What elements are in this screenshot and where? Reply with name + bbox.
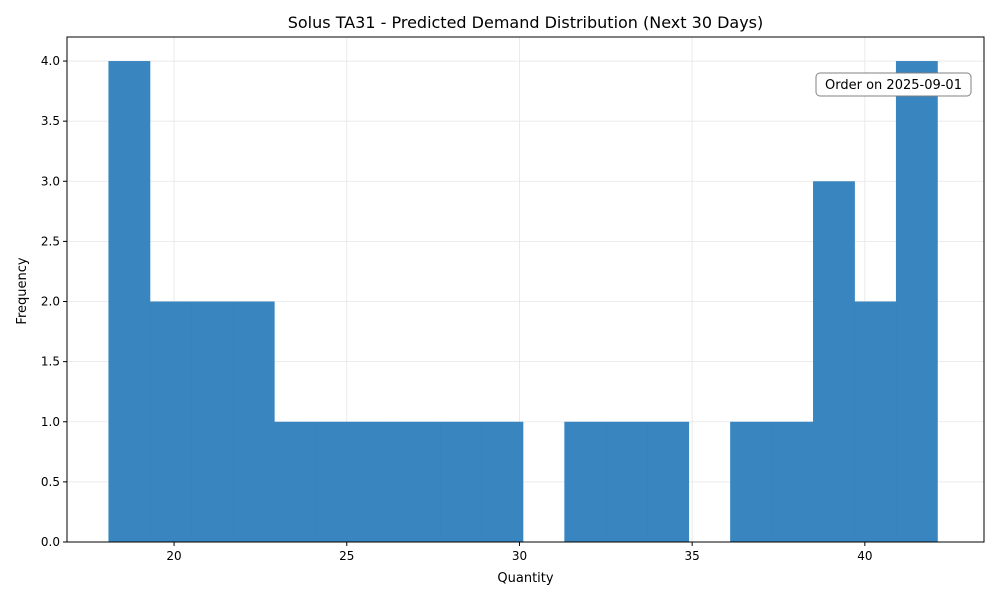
histogram-bar-4 (274, 421, 317, 542)
histogram-bar-16 (771, 421, 814, 542)
histogram-bar-6 (357, 421, 399, 542)
histogram-bar-7 (398, 421, 441, 542)
order-date-annotation: Order on 2025-09-01 (815, 72, 972, 97)
x-axis-ticks: 20 25 30 35 40 (166, 542, 872, 563)
histogram-bar-19 (895, 61, 938, 543)
x-tick-label: 35 (685, 549, 700, 563)
y-tick-label: 4.0 (41, 54, 60, 68)
histogram-bar-5 (315, 421, 358, 542)
y-tick-label: 0.0 (41, 535, 60, 549)
histogram-bar-0 (108, 61, 151, 543)
histogram-bar-1 (149, 301, 192, 542)
y-tick-label: 0.5 (41, 475, 60, 489)
y-axis-ticks: 0.0 0.5 1.0 1.5 2.0 2.5 3.0 3.5 4.0 (41, 54, 67, 549)
chart-title: Solus TA31 - Predicted Demand Distributi… (288, 13, 764, 32)
plot-frame (66, 36, 985, 543)
histogram-bar-3 (232, 301, 275, 542)
histogram-bar-15 (730, 421, 772, 542)
x-tick-label: 40 (857, 549, 872, 563)
histogram-bars (108, 61, 938, 543)
histogram-bar-2 (191, 301, 234, 542)
y-tick-label: 2.5 (41, 234, 60, 248)
axes (66, 36, 985, 543)
histogram-bar-13 (647, 421, 690, 542)
annotation-box (815, 72, 972, 97)
histogram-bar-17 (813, 181, 855, 543)
y-axis-label: Frequency (15, 257, 30, 324)
histogram-bar-9 (481, 421, 524, 542)
histogram-bar-8 (440, 421, 482, 542)
histogram-bar-12 (605, 421, 648, 542)
y-tick-label: 1.5 (41, 355, 60, 369)
y-tick-label: 2.0 (41, 295, 60, 309)
x-tick-label: 20 (166, 549, 181, 563)
x-axis-label: Quantity (497, 571, 553, 586)
annotation-text: Order on 2025-09-01 (825, 78, 962, 93)
x-tick-label: 30 (512, 549, 527, 563)
histogram-bar-11 (564, 421, 607, 542)
y-tick-label: 3.0 (41, 174, 60, 188)
x-tick-label: 25 (339, 549, 354, 563)
y-tick-label: 3.5 (41, 114, 60, 128)
histogram-bar-18 (854, 301, 897, 542)
y-tick-label: 1.0 (41, 415, 60, 429)
